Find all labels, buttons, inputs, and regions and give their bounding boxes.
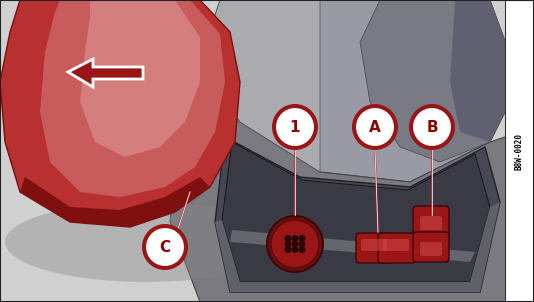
Polygon shape: [20, 177, 210, 227]
Polygon shape: [200, 0, 320, 172]
Circle shape: [412, 107, 452, 147]
Text: 1: 1: [290, 120, 300, 134]
Circle shape: [409, 104, 455, 150]
Polygon shape: [0, 0, 240, 227]
Polygon shape: [170, 62, 534, 302]
Circle shape: [272, 104, 318, 150]
Circle shape: [292, 240, 299, 248]
Text: B8W-0020: B8W-0020: [514, 133, 523, 169]
FancyBboxPatch shape: [420, 216, 442, 230]
Polygon shape: [230, 230, 475, 262]
Circle shape: [271, 220, 319, 268]
FancyBboxPatch shape: [420, 242, 442, 256]
Circle shape: [142, 224, 188, 270]
Polygon shape: [360, 0, 520, 162]
Circle shape: [299, 240, 305, 248]
Circle shape: [299, 246, 305, 253]
Polygon shape: [200, 0, 520, 182]
Circle shape: [292, 246, 299, 253]
Text: C: C: [160, 239, 170, 255]
Text: B: B: [426, 120, 438, 134]
Polygon shape: [450, 0, 520, 142]
FancyBboxPatch shape: [505, 0, 534, 302]
Polygon shape: [215, 137, 500, 292]
Circle shape: [299, 235, 305, 242]
FancyBboxPatch shape: [413, 206, 449, 236]
Ellipse shape: [5, 202, 285, 282]
Circle shape: [352, 104, 398, 150]
FancyBboxPatch shape: [413, 232, 449, 262]
Circle shape: [267, 216, 323, 272]
Text: A: A: [369, 120, 381, 134]
Circle shape: [285, 235, 292, 242]
FancyBboxPatch shape: [361, 239, 387, 251]
Circle shape: [285, 240, 292, 248]
Circle shape: [355, 107, 395, 147]
Polygon shape: [40, 0, 225, 197]
Polygon shape: [215, 202, 500, 292]
FancyBboxPatch shape: [356, 233, 394, 263]
Polygon shape: [80, 0, 200, 157]
Polygon shape: [222, 142, 490, 282]
Polygon shape: [68, 59, 143, 87]
Circle shape: [292, 235, 299, 242]
FancyBboxPatch shape: [383, 239, 409, 251]
Circle shape: [145, 227, 185, 267]
FancyBboxPatch shape: [378, 233, 416, 263]
Circle shape: [275, 107, 315, 147]
Circle shape: [285, 246, 292, 253]
